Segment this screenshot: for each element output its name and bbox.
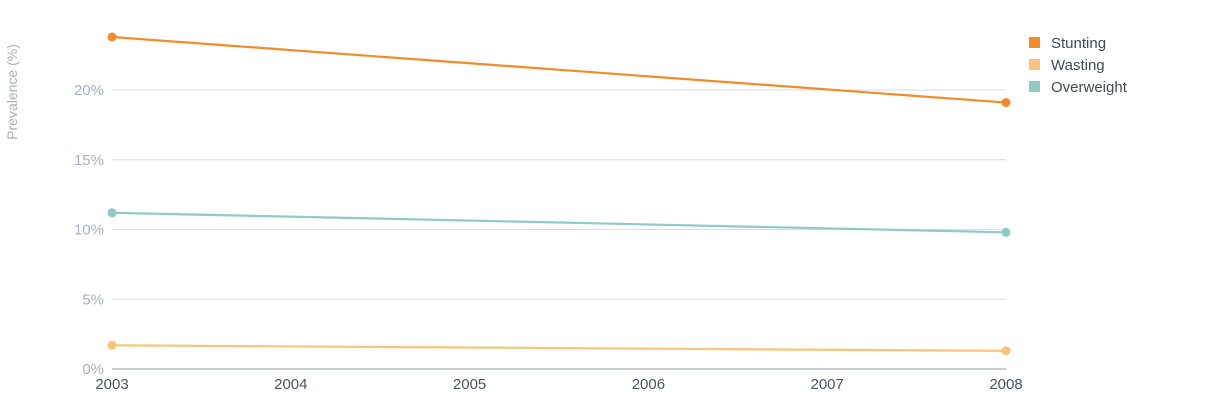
legend-item-stunting[interactable]: Stunting: [1029, 35, 1106, 52]
series-stunting: [107, 32, 1011, 108]
data-point[interactable]: [107, 208, 117, 218]
legend-label: Wasting: [1051, 57, 1105, 74]
legend[interactable]: Stunting Wasting Overweight: [1029, 35, 1128, 96]
series-line: [111, 344, 1007, 352]
x-tick-label: 2008: [989, 376, 1022, 393]
y-tick-label: 20%: [74, 82, 104, 99]
series-overweight: [107, 208, 1011, 237]
data-point[interactable]: [1001, 227, 1011, 237]
data-point[interactable]: [107, 340, 117, 350]
y-tick-label: 15%: [74, 152, 104, 169]
gridlines: [112, 89, 1006, 370]
x-tick-label: 2007: [811, 376, 844, 393]
series-line: [111, 211, 1007, 234]
legend-item-wasting[interactable]: Wasting: [1029, 57, 1105, 74]
legend-item-overweight[interactable]: Overweight: [1029, 79, 1128, 96]
legend-swatch: [1029, 59, 1040, 70]
y-axis-ticks: 0% 5% 10% 15% 20%: [74, 82, 104, 378]
x-tick-label: 2004: [274, 376, 307, 393]
x-axis-ticks: 2003 2004 2005 2006 2007 2008: [95, 376, 1022, 393]
x-tick-label: 2005: [453, 376, 486, 393]
y-tick-label: 0%: [82, 361, 104, 378]
data-point[interactable]: [1001, 98, 1011, 108]
y-tick-label: 10%: [74, 222, 104, 239]
legend-label: Overweight: [1051, 79, 1128, 96]
x-tick-label: 2006: [632, 376, 665, 393]
series-wasting: [107, 340, 1011, 356]
series-lines: [107, 32, 1011, 356]
series-line: [111, 35, 1007, 104]
data-point[interactable]: [107, 32, 117, 42]
legend-swatch: [1029, 81, 1040, 92]
y-tick-label: 5%: [82, 291, 104, 308]
data-point[interactable]: [1001, 346, 1011, 356]
y-axis-title: Prevalence (%): [4, 44, 20, 140]
legend-swatch: [1029, 37, 1040, 48]
legend-label: Stunting: [1051, 35, 1106, 52]
x-tick-label: 2003: [95, 376, 128, 393]
